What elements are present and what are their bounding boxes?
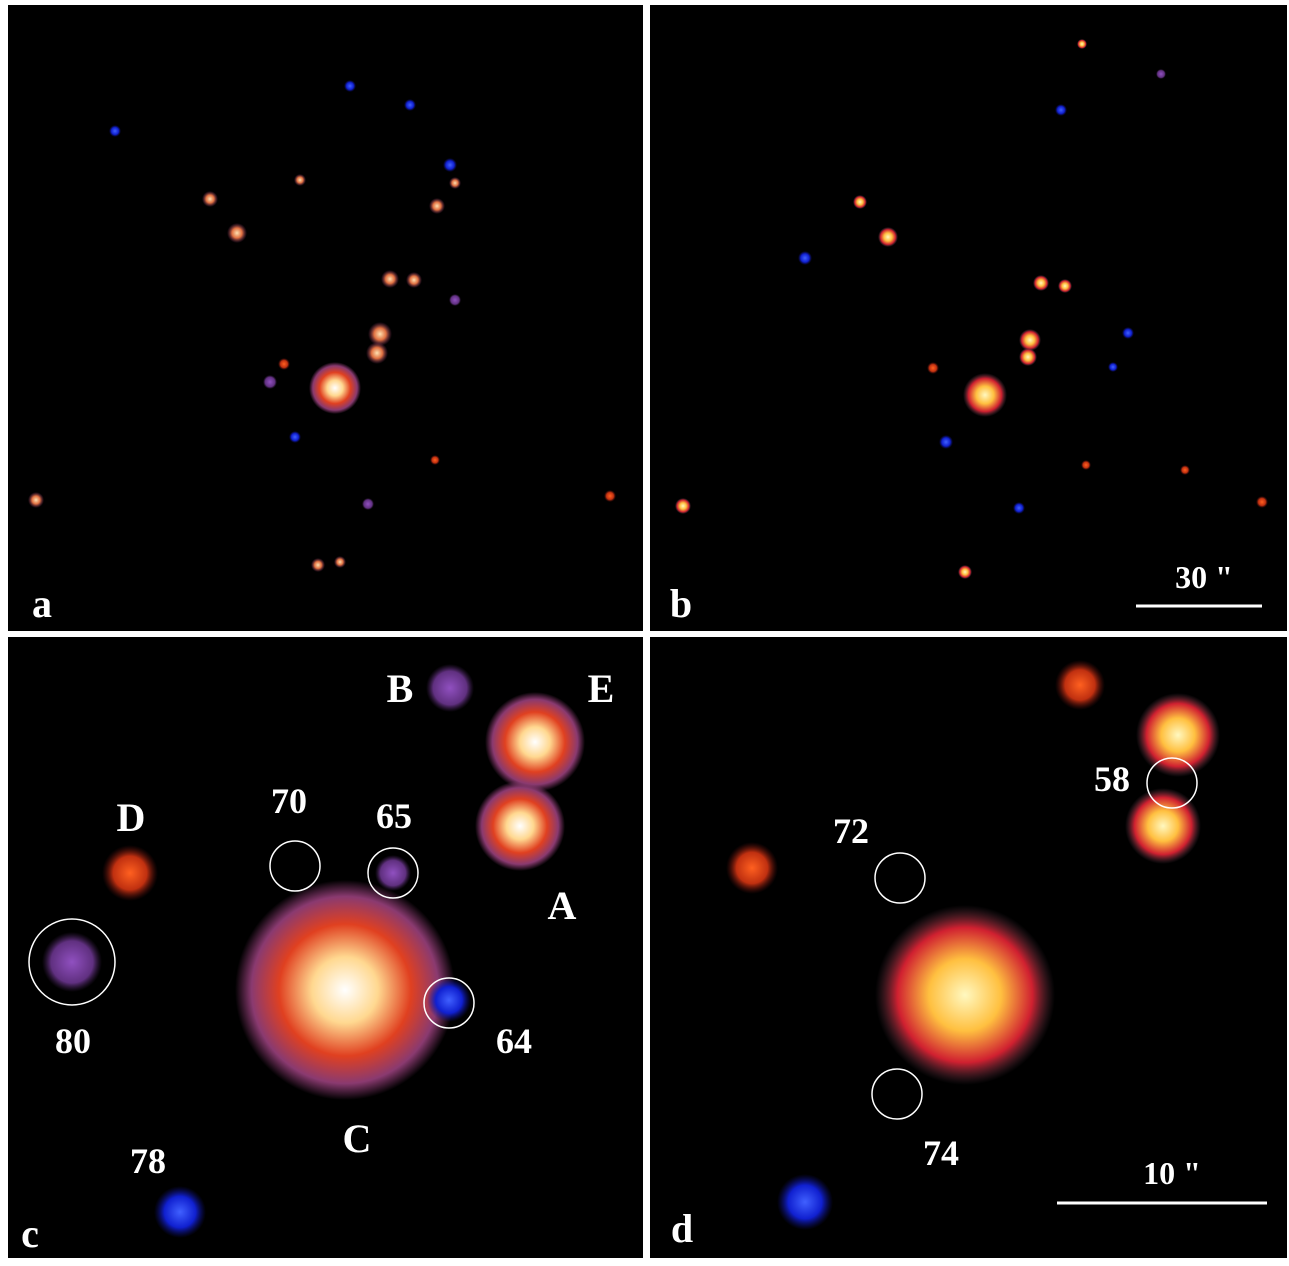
source-label: E <box>588 666 615 711</box>
source-label: 72 <box>833 811 869 851</box>
figure: a b c d 30 " 10 " B E D 70 65 A 80 64 C … <box>0 0 1289 1261</box>
source-label: 80 <box>55 1021 91 1061</box>
panel-b <box>650 5 1287 631</box>
source-label: 65 <box>376 796 412 836</box>
source-label: 74 <box>923 1133 959 1173</box>
panel-label: d <box>671 1206 693 1251</box>
panel-label: a <box>32 581 52 626</box>
source-label: 58 <box>1094 759 1130 799</box>
source-label: 64 <box>496 1021 532 1061</box>
source-label: 70 <box>271 781 307 821</box>
scale-label: 30 " <box>1175 559 1233 595</box>
source-label: C <box>343 1116 372 1161</box>
source-label: 78 <box>130 1141 166 1181</box>
source-label: D <box>117 795 146 840</box>
source-label: B <box>387 666 414 711</box>
source-label: A <box>548 883 577 928</box>
panel-a <box>8 5 643 631</box>
scale-label: 10 " <box>1143 1155 1201 1191</box>
panel-label: c <box>21 1211 39 1256</box>
panel-label: b <box>670 581 692 626</box>
